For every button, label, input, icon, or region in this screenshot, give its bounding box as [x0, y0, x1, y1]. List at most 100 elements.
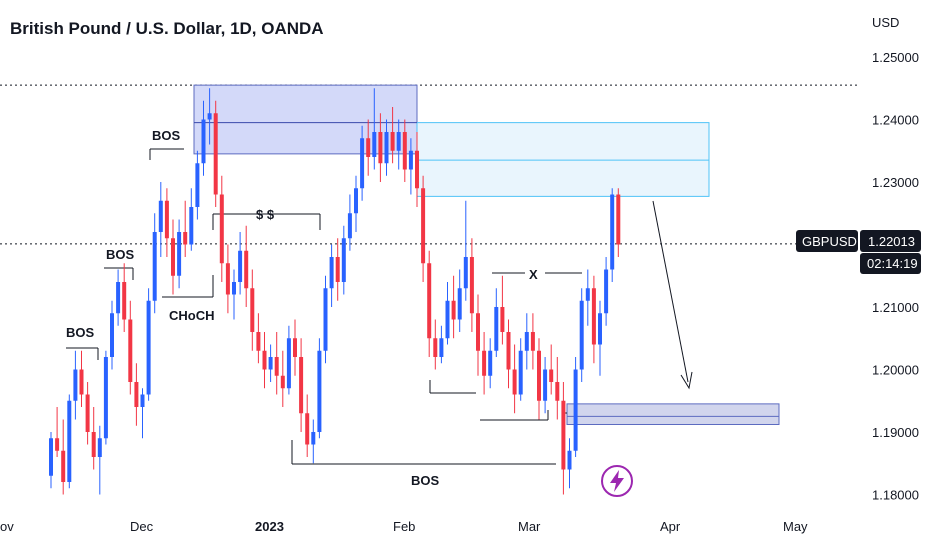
candle[interactable]	[396, 119, 401, 170]
candle[interactable]	[579, 288, 584, 382]
candle[interactable]	[128, 300, 133, 395]
candle[interactable]	[427, 250, 432, 357]
candle[interactable]	[439, 325, 444, 364]
candle[interactable]	[207, 88, 212, 145]
candle[interactable]	[256, 313, 261, 364]
candle[interactable]	[524, 313, 529, 370]
candle[interactable]	[451, 275, 456, 339]
candle[interactable]	[61, 419, 66, 495]
candle[interactable]	[591, 275, 596, 364]
candle[interactable]	[549, 344, 554, 395]
candle[interactable]	[183, 200, 188, 257]
candle[interactable]	[85, 382, 90, 445]
candle[interactable]	[189, 188, 194, 251]
candle[interactable]	[390, 107, 395, 164]
candle[interactable]	[366, 119, 371, 176]
candles[interactable]	[49, 88, 621, 495]
candle[interactable]	[171, 219, 175, 295]
candle[interactable]	[341, 225, 346, 295]
candle[interactable]	[213, 100, 218, 207]
candle[interactable]	[610, 188, 615, 282]
candle[interactable]	[329, 244, 334, 308]
candle[interactable]	[323, 275, 328, 364]
candle[interactable]	[530, 313, 535, 370]
candle[interactable]	[152, 213, 157, 314]
candle-body	[543, 369, 548, 401]
candle[interactable]	[97, 425, 102, 495]
candle[interactable]	[488, 338, 493, 389]
candle[interactable]	[415, 132, 419, 207]
candle[interactable]	[604, 257, 609, 326]
candle[interactable]	[73, 350, 78, 420]
candle[interactable]	[433, 319, 438, 370]
candle[interactable]	[116, 269, 121, 326]
candle[interactable]	[177, 219, 182, 289]
candle[interactable]	[49, 432, 53, 489]
candle[interactable]	[134, 363, 139, 426]
candle[interactable]	[122, 263, 127, 332]
candle[interactable]	[543, 357, 548, 414]
candle[interactable]	[335, 238, 340, 301]
candle[interactable]	[79, 350, 84, 407]
candle[interactable]	[616, 188, 621, 257]
candle[interactable]	[164, 188, 169, 257]
candle[interactable]	[408, 138, 413, 195]
candle[interactable]	[537, 338, 541, 420]
candle[interactable]	[463, 200, 468, 301]
candle[interactable]	[293, 319, 297, 376]
candle[interactable]	[305, 394, 310, 458]
candle[interactable]	[500, 275, 505, 345]
candle[interactable]	[445, 282, 450, 345]
candle[interactable]	[347, 194, 352, 251]
candle[interactable]	[573, 357, 578, 457]
candle[interactable]	[512, 344, 517, 414]
candle[interactable]	[506, 319, 511, 389]
candle[interactable]	[244, 225, 249, 307]
candle[interactable]	[232, 269, 236, 320]
candle[interactable]	[140, 388, 145, 439]
candle[interactable]	[250, 269, 255, 351]
candle[interactable]	[469, 238, 474, 332]
candle[interactable]	[238, 232, 243, 295]
candle[interactable]	[110, 300, 114, 370]
candle[interactable]	[219, 175, 224, 282]
candle[interactable]	[476, 294, 480, 376]
candle[interactable]	[103, 350, 108, 445]
candle[interactable]	[384, 119, 389, 176]
candle[interactable]	[146, 288, 151, 401]
candle[interactable]	[402, 119, 407, 183]
candle[interactable]	[274, 332, 279, 395]
candle[interactable]	[286, 325, 291, 395]
candle[interactable]	[195, 150, 200, 220]
candle[interactable]	[299, 338, 304, 432]
candle-body	[67, 400, 72, 482]
candle[interactable]	[585, 269, 590, 326]
candle[interactable]	[201, 100, 206, 176]
candle[interactable]	[311, 419, 316, 464]
candle[interactable]	[225, 244, 230, 314]
candle[interactable]	[354, 175, 358, 232]
candle[interactable]	[518, 338, 523, 401]
candle[interactable]	[482, 332, 487, 395]
candle[interactable]	[360, 125, 365, 201]
candle[interactable]	[421, 175, 426, 282]
candle[interactable]	[262, 332, 267, 389]
lightning-icon[interactable]	[601, 465, 633, 497]
candle[interactable]	[280, 350, 285, 407]
candle[interactable]	[158, 182, 163, 257]
candle[interactable]	[268, 344, 273, 383]
candle[interactable]	[372, 88, 377, 170]
candle[interactable]	[378, 113, 383, 182]
candle[interactable]	[561, 382, 566, 495]
candle[interactable]	[494, 288, 499, 357]
candle[interactable]	[567, 438, 572, 489]
candle[interactable]	[598, 300, 602, 376]
time-axis: ov Dec 2023 Feb Mar Apr May	[0, 519, 808, 534]
candle[interactable]	[317, 338, 322, 439]
candle[interactable]	[555, 357, 560, 420]
candle[interactable]	[55, 407, 60, 457]
candle[interactable]	[457, 269, 462, 333]
candle[interactable]	[67, 394, 72, 489]
candle[interactable]	[91, 407, 96, 470]
